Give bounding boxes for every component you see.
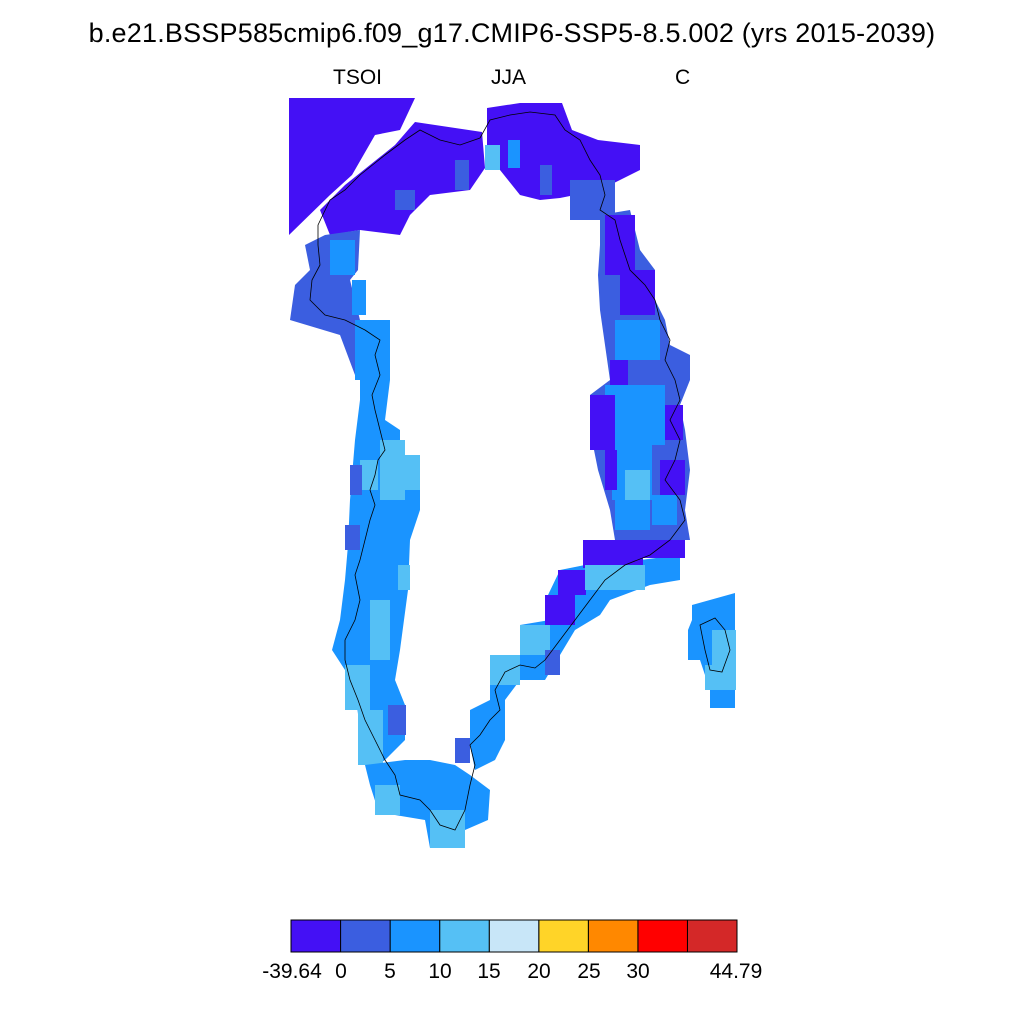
colorbar-label: 30: [626, 960, 650, 983]
map-cell: [585, 565, 645, 590]
colorbar: [290, 919, 738, 953]
coastline-path: [699, 617, 731, 673]
map-cell: [540, 165, 552, 195]
colorbar-segment: [538, 919, 589, 953]
map-cell: [485, 145, 500, 170]
colorbar-segment: [637, 919, 688, 953]
map-cell: [395, 190, 415, 210]
map-cell: [352, 280, 366, 315]
coastline-path: [309, 111, 686, 831]
map-cell: [605, 450, 617, 490]
plot-title: b.e21.BSSP585cmip6.f09_g17.CMIP6-SSP5-8.…: [88, 18, 936, 48]
colorbar-label: 5: [384, 960, 396, 983]
map-cell: [545, 595, 575, 625]
map-cell: [665, 405, 683, 440]
map-cell: [610, 360, 628, 385]
map-cell: [558, 570, 586, 595]
colorbar-segment: [340, 919, 391, 953]
map-cell: [320, 122, 485, 235]
map-cell: [590, 395, 615, 450]
colorbar-segment: [587, 919, 639, 953]
colorbar-segment: [290, 919, 342, 953]
map-cell: [398, 455, 420, 490]
map-cell: [652, 495, 677, 525]
map-cell: [508, 140, 520, 168]
units-label: C: [675, 66, 691, 89]
map-cell: [360, 460, 378, 490]
colorbar-segment: [439, 919, 490, 953]
map-cell: [355, 320, 390, 380]
map-cell: [375, 785, 400, 815]
map-cell: [455, 160, 469, 190]
map-cell: [570, 180, 615, 220]
colorbar-label: 15: [477, 960, 501, 983]
colorbar-segment: [389, 919, 441, 953]
coastline: [309, 111, 731, 831]
map-cell: [583, 540, 643, 568]
map-cell: [430, 810, 465, 848]
map-cell: [615, 500, 650, 530]
map-cell: [289, 98, 415, 235]
map-cell: [345, 525, 360, 550]
map-cell: [388, 705, 406, 735]
map-cell: [545, 650, 560, 675]
map-field: [289, 98, 736, 848]
colorbar-label: 20: [527, 960, 551, 983]
map-cell: [398, 565, 410, 590]
map-cell: [330, 240, 355, 275]
colorbar-label: 25: [577, 960, 601, 983]
map-cell: [455, 738, 470, 763]
map-cell: [490, 655, 520, 685]
map-cell: [358, 710, 383, 765]
colorbar-label: 10: [428, 960, 452, 983]
season-label: JJA: [491, 66, 527, 89]
colorbar-label: 0: [335, 960, 347, 983]
colorbar-label: -39.64: [262, 960, 322, 983]
map-cell: [370, 600, 390, 660]
colorbar-segment: [686, 919, 738, 953]
colorbar-label: 44.79: [709, 960, 763, 983]
map-cell: [605, 215, 635, 275]
map-cell: [345, 665, 370, 710]
colorbar-box: [290, 919, 738, 953]
map-cell: [350, 465, 362, 495]
map-cell: [705, 665, 720, 690]
map-cell: [615, 320, 660, 360]
map-cell: [487, 103, 640, 200]
variable-label: TSOI: [333, 66, 383, 89]
colorbar-segment: [488, 919, 540, 953]
